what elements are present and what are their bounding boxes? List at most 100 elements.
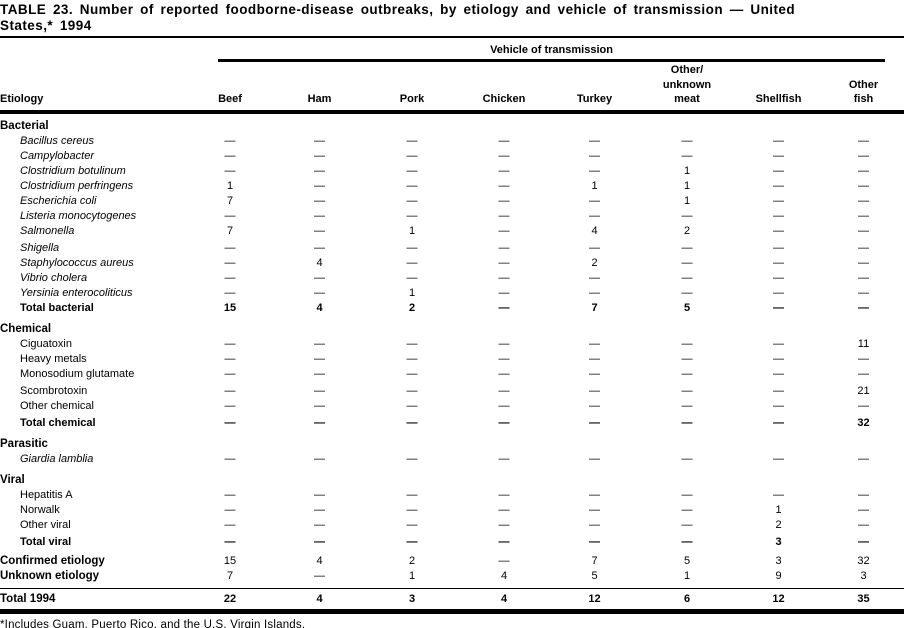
cell: — — [681, 352, 693, 365]
cell: 15 — [223, 301, 237, 314]
row-label: Heavy metals — [20, 352, 87, 365]
cell: — — [681, 399, 693, 412]
row-label: Bacillus cereus — [20, 134, 94, 147]
table-row: Total bacterial 15 4 2 — 7 5 — — — [0, 301, 904, 316]
table-row: Clostridium perfringens 1 — — — 1 1 — — — [0, 179, 904, 194]
column-header-beef: Beef — [218, 93, 242, 105]
row-label: Escherichia coli — [20, 194, 97, 207]
cell: — — [858, 301, 869, 314]
cell — [186, 437, 274, 452]
row-label: Clostridium perfringens — [20, 179, 134, 192]
cell: 32 — [857, 416, 870, 429]
row-label: Scombrotoxin — [20, 384, 88, 397]
cell: — — [858, 452, 869, 465]
cell: — — [589, 337, 600, 350]
cell: — — [773, 256, 784, 269]
row-label: Confirmed etiology — [0, 554, 105, 567]
cell: 1 — [408, 569, 416, 582]
table-row: Total viral — — — — — — 3 — — [0, 535, 904, 550]
table-row: Yersinia enterocoliticus — — 1 — — — — — — [0, 286, 904, 301]
table-row: Parasitic — [0, 437, 904, 452]
cell: — — [314, 399, 325, 412]
table-row: Total 1994 22 4 3 4 12 6 12 35 — [0, 587, 904, 614]
footnote: *Includes Guam, Puerto Rico, and the U.S… — [0, 618, 306, 628]
cell — [274, 473, 365, 488]
cell — [365, 322, 459, 337]
cell: — — [314, 179, 325, 192]
cell: 12 — [772, 592, 785, 605]
cell: — — [314, 488, 325, 501]
row-label: Total viral — [20, 535, 72, 548]
row-label: Other chemical — [20, 399, 94, 412]
cell: — — [224, 352, 236, 365]
table-row: Total chemical — — — — — — — 32 — [0, 416, 904, 431]
table-row: Bacterial — [0, 119, 904, 134]
cell: — — [681, 503, 693, 516]
cell: 35 — [857, 592, 870, 605]
cell — [640, 437, 734, 452]
row-label: Other viral — [20, 518, 71, 531]
cell: — — [314, 569, 325, 582]
cell: 1 — [683, 569, 691, 582]
table-row: Viral — [0, 473, 904, 488]
cell: — — [498, 301, 510, 314]
vehicle-of-transmission-header: Vehicle of transmission — [218, 44, 885, 62]
cell: — — [498, 179, 510, 192]
cell: — — [681, 286, 693, 299]
cell: — — [589, 416, 600, 429]
cell — [186, 322, 274, 337]
cell: — — [773, 179, 784, 192]
cell: — — [406, 367, 418, 380]
cell: — — [224, 209, 236, 222]
cell — [186, 473, 274, 488]
cell: — — [773, 301, 784, 314]
cell: — — [224, 367, 236, 380]
cell: — — [589, 399, 600, 412]
table-title: TABLE 23. Number of reported foodborne-d… — [0, 0, 904, 38]
cell: — — [858, 367, 869, 380]
cell: — — [406, 337, 418, 350]
table-row: Monosodium glutamate — — — — — — — — — [0, 367, 904, 382]
column-header-other-unknown-meat: Other/ unknown meat — [662, 64, 712, 105]
cell: — — [681, 209, 693, 222]
row-label: Shigella — [20, 241, 60, 254]
cell: — — [858, 488, 869, 501]
cell: — — [773, 209, 784, 222]
cell: — — [589, 384, 600, 397]
table-title-line-1: TABLE 23. Number of reported foodborne-d… — [0, 2, 796, 17]
cell: 22 — [223, 592, 237, 605]
cell: — — [224, 271, 236, 284]
cell: — — [589, 535, 600, 548]
cell: — — [224, 164, 236, 177]
cell: 4 — [316, 592, 323, 605]
cell: — — [858, 503, 869, 516]
cell: 1 — [683, 194, 691, 207]
cell: — — [773, 164, 784, 177]
row-label: Viral — [0, 473, 25, 486]
cell: — — [498, 194, 510, 207]
cell: — — [589, 488, 600, 501]
cell: — — [498, 209, 510, 222]
cell: — — [858, 224, 869, 237]
cell — [549, 119, 640, 134]
cell: 11 — [857, 337, 870, 350]
cell: — — [589, 134, 600, 147]
cell: 7 — [226, 194, 234, 207]
row-label: Total 1994 — [0, 592, 56, 605]
cell: — — [773, 367, 784, 380]
column-header-shellfish: Shellfish — [755, 93, 802, 105]
cell: — — [314, 452, 325, 465]
row-label: Vibrio cholera — [20, 271, 88, 284]
column-header-turkey: Turkey — [576, 93, 613, 105]
cell: 2 — [408, 301, 416, 314]
cell: 4 — [316, 301, 323, 314]
cell — [734, 322, 823, 337]
table-row: Shigella — — — — — — — — — [0, 241, 904, 256]
cell: 15 — [223, 554, 237, 567]
cell: — — [858, 256, 869, 269]
cell: 3 — [408, 592, 416, 605]
cell: 3 — [860, 569, 867, 582]
cell — [734, 437, 823, 452]
cell: — — [773, 399, 784, 412]
